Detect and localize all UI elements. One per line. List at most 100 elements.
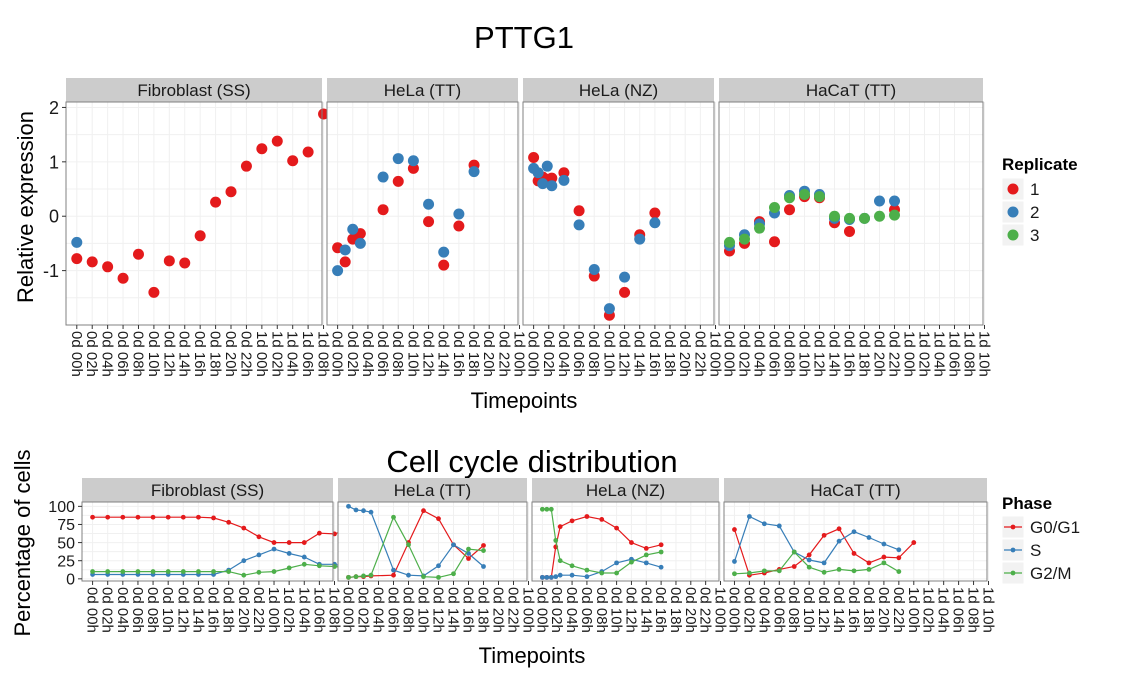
x-tick-label: 0d 16h bbox=[450, 331, 467, 377]
panel-border bbox=[718, 101, 984, 326]
x-tick-label: 1d 08h bbox=[961, 331, 978, 377]
data-point bbox=[346, 574, 351, 580]
x-tick-label: 0d 14h bbox=[631, 331, 648, 377]
x-tick-label: 0d 12h bbox=[420, 331, 437, 377]
x-tick-label: 0d 22h bbox=[697, 587, 714, 633]
data-point bbox=[569, 518, 575, 524]
data-point bbox=[368, 509, 374, 515]
x-tick-label: 0d 14h bbox=[637, 587, 654, 633]
data-point bbox=[851, 568, 857, 574]
x-tick-label: 0d 02h bbox=[83, 331, 100, 377]
data-point bbox=[629, 540, 634, 545]
x-tick-label: 1d 00h bbox=[712, 587, 729, 633]
data-point bbox=[71, 236, 83, 248]
x-tick-label: 0d 08h bbox=[400, 587, 417, 633]
data-point bbox=[438, 259, 450, 271]
data-point bbox=[619, 271, 631, 283]
x-tick-label: 0d 16h bbox=[841, 331, 858, 377]
data-point bbox=[541, 160, 553, 172]
panel-strip-label: HeLa (TT) bbox=[384, 81, 461, 100]
data-point bbox=[558, 167, 570, 179]
data-point bbox=[569, 572, 575, 578]
data-point bbox=[806, 552, 812, 558]
data-point bbox=[211, 515, 216, 521]
data-point bbox=[451, 542, 456, 548]
x-tick-label: 1d 08h bbox=[315, 331, 332, 377]
y-tick-label: 50 bbox=[57, 535, 75, 552]
data-point bbox=[148, 286, 160, 298]
panel-strip-label: HaCaT (TT) bbox=[810, 481, 900, 500]
legend-entry: 3 bbox=[1001, 223, 1039, 247]
data-point bbox=[599, 516, 605, 522]
data-point bbox=[354, 237, 366, 249]
data-point bbox=[453, 208, 465, 220]
data-point bbox=[163, 255, 175, 267]
x-tick-label: 0d 16h bbox=[646, 331, 663, 377]
legend-entry-label: 1 bbox=[1030, 180, 1039, 199]
x-tick-label: 0d 10h bbox=[600, 331, 617, 377]
data-point bbox=[539, 506, 545, 512]
data-point bbox=[421, 574, 426, 580]
x-tick-label: 0d 18h bbox=[207, 331, 224, 377]
x-tick-label: 0d 12h bbox=[811, 331, 828, 377]
data-point bbox=[546, 180, 558, 192]
x-tick-label: 0d 20h bbox=[480, 331, 497, 377]
x-tick-label: 0d 06h bbox=[114, 331, 131, 377]
data-point bbox=[150, 514, 156, 520]
data-point bbox=[377, 171, 389, 183]
x-tick-label: 0d 16h bbox=[460, 587, 477, 633]
data-point bbox=[346, 503, 351, 509]
data-point bbox=[347, 223, 359, 235]
x-tick-label: 0d 12h bbox=[430, 587, 447, 633]
x-tick-label: 1d 08h bbox=[326, 587, 343, 633]
x-tick-label: 0d 22h bbox=[890, 587, 907, 633]
x-tick-label: 0d 18h bbox=[220, 587, 237, 633]
data-point bbox=[553, 538, 559, 543]
data-point bbox=[836, 567, 842, 572]
panel-strip bbox=[532, 478, 719, 502]
x-tick-label: 0d 08h bbox=[585, 331, 602, 377]
x-tick-label: 1d 06h bbox=[310, 587, 327, 633]
x-tick-label: 1d 10h bbox=[976, 331, 993, 377]
data-point bbox=[557, 558, 563, 564]
data-point bbox=[210, 196, 222, 208]
panel-grid bbox=[523, 102, 717, 325]
series-2 bbox=[528, 160, 661, 315]
x-tick-label: 0d 18h bbox=[661, 331, 678, 377]
data-point bbox=[769, 236, 780, 248]
x-tick-label: 0d 18h bbox=[856, 331, 873, 377]
data-point bbox=[339, 244, 351, 256]
panel-plot-background bbox=[327, 102, 518, 325]
legend-entry: G2/M bbox=[1001, 561, 1072, 585]
data-point bbox=[226, 519, 232, 525]
x-tick-label: 0d 04h bbox=[359, 331, 376, 377]
series-g0-g1 bbox=[90, 514, 353, 545]
data-point bbox=[436, 516, 441, 522]
data-point bbox=[105, 514, 111, 520]
data-point bbox=[889, 209, 900, 221]
x-tick-label: 0d 18h bbox=[860, 587, 877, 633]
x-tick-label: 0d 04h bbox=[99, 331, 116, 377]
data-point bbox=[301, 561, 307, 567]
data-point bbox=[881, 554, 887, 560]
data-point bbox=[603, 303, 615, 315]
legend-entry: 2 bbox=[1001, 200, 1039, 224]
cellcycle-chart-title: Cell cycle distribution bbox=[386, 444, 677, 479]
data-point bbox=[353, 574, 359, 580]
x-tick-label: 0d 04h bbox=[114, 587, 131, 633]
data-point bbox=[649, 217, 661, 229]
series-2 bbox=[332, 153, 480, 277]
data-point bbox=[544, 506, 550, 512]
x-tick-label: 0d 02h bbox=[736, 331, 753, 377]
data-point bbox=[302, 146, 314, 158]
x-tick-label: 0d 02h bbox=[540, 331, 557, 377]
data-point bbox=[569, 563, 575, 569]
data-point bbox=[732, 527, 737, 532]
data-point bbox=[584, 574, 590, 580]
